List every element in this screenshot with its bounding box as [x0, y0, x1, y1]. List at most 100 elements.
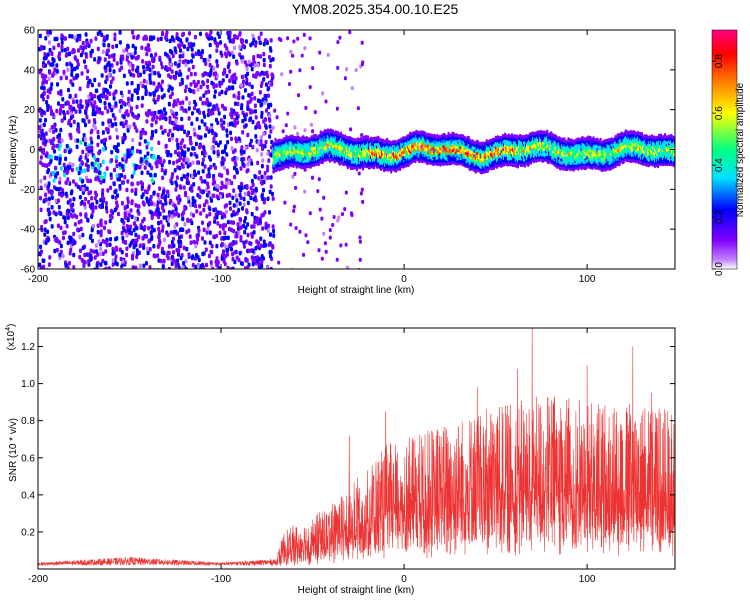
spectrogram-cell [99, 198, 103, 203]
spectrogram-cell [203, 114, 207, 119]
spectrogram-cell [100, 139, 104, 144]
spectrogram-cell [108, 67, 112, 73]
spectrogram-cell [150, 146, 154, 152]
spectrogram-cell [97, 150, 101, 156]
spectrogram-cell [99, 247, 103, 252]
spectrogram-cell [52, 45, 56, 51]
spectrogram-cell [177, 252, 180, 257]
spectrogram-cell [80, 200, 84, 205]
spectrogram-cell [179, 140, 183, 146]
spectrogram-cell [103, 141, 107, 147]
spectrogram-cell [211, 266, 215, 269]
spectrogram-cell [46, 107, 50, 112]
spectrogram-cell [108, 229, 112, 235]
spectrogram-cell [151, 64, 155, 70]
spectrogram-cell [48, 128, 52, 133]
spectrogram-cell [264, 125, 268, 130]
spectrogram-cell [359, 191, 363, 196]
spectrogram-cell [192, 89, 196, 95]
spectrogram-cell [44, 192, 48, 197]
spectrogram-cell [258, 99, 262, 104]
spectrogram-cell [42, 63, 45, 69]
spectrogram-cell [261, 196, 265, 202]
spectrogram-cell [130, 174, 134, 179]
spectrogram-cell [199, 84, 203, 90]
spectrogram-cell [44, 74, 48, 79]
spectrogram-cell [97, 239, 101, 244]
spectrogram-cell [104, 137, 108, 143]
spectrogram-cell [185, 38, 189, 43]
spectrogram-cell [104, 68, 108, 73]
spectrogram-cell [168, 115, 172, 121]
spectrogram-cell [150, 234, 154, 240]
spectrogram-cell [341, 212, 344, 217]
spectrogram-cell [192, 127, 196, 132]
spectrogram-cell [102, 196, 106, 202]
spectrogram-cell [56, 82, 59, 87]
spectrogram-cell [361, 167, 365, 171]
spectrogram-cell [273, 108, 277, 113]
spectrogram-cell [49, 140, 53, 146]
spectrogram-cell [64, 156, 68, 162]
spectrogram-cell [206, 72, 210, 77]
spectrogram-cell [40, 46, 44, 51]
spectrogram-cell [262, 77, 266, 82]
spectrogram-cell [109, 79, 113, 85]
spectrogram-cell [71, 48, 75, 53]
spectrogram-cell [251, 119, 255, 125]
spectrogram-cell [269, 232, 272, 237]
spectrogram-cell [64, 166, 67, 171]
spectrogram-cell [233, 117, 237, 123]
spectrogram-cell [172, 160, 176, 166]
spectrogram-cell [119, 60, 123, 65]
spectrogram-cell [148, 163, 152, 168]
spectrogram-cell [93, 100, 97, 105]
spectrogram-cell [212, 150, 216, 155]
spectrogram-cell [101, 130, 105, 135]
spectrogram-cell [84, 122, 87, 128]
spectrogram-cell [227, 85, 231, 90]
spectrogram-cell [262, 57, 266, 63]
spectrogram-cell [260, 179, 263, 185]
spectrogram-cell [65, 170, 69, 175]
spectrogram-cell [158, 73, 162, 78]
spectrogram-cell [127, 154, 131, 159]
spectrogram-cell [68, 251, 72, 256]
spectrogram-cell [181, 100, 185, 105]
spectrogram-cell [145, 189, 149, 195]
spectrogram-cell [151, 155, 155, 160]
spectrogram-cell [190, 42, 194, 48]
spectrogram-cell [147, 239, 151, 244]
spectrogram-cell [260, 263, 264, 269]
spectrogram-cell [111, 262, 115, 267]
spectrogram-cell [156, 253, 160, 258]
spectrogram-cell [107, 102, 111, 107]
spectrogram-cell [149, 230, 153, 235]
spectrogram-cell [240, 261, 244, 267]
spectrogram-cell [204, 133, 207, 138]
spectrogram-cell [224, 53, 228, 59]
spectrogram-cell [233, 174, 237, 180]
spectrogram-cell [154, 119, 158, 125]
spectrogram-cell [241, 38, 245, 44]
chart-title: YM08.2025.354.00.10.E25 [292, 1, 459, 17]
spectrogram-cell [146, 250, 150, 256]
spectrogram-cell [71, 162, 75, 168]
spectrogram-cell [104, 261, 108, 266]
spectrogram-cell [242, 223, 245, 229]
spectrogram-cell [258, 267, 262, 269]
spectrogram-cell [191, 254, 195, 259]
spectrogram-cell [130, 214, 134, 220]
spectrogram-cell [93, 255, 97, 260]
spectrogram-cell [263, 117, 267, 122]
spectrogram-cell [228, 200, 232, 206]
spectrogram-cell [246, 71, 250, 77]
spectrogram-cell [240, 185, 244, 191]
spectrogram-cell [150, 57, 154, 63]
spectrogram-cell [56, 198, 60, 203]
spectrogram-cell [204, 247, 208, 252]
spectrogram-cell [115, 163, 119, 169]
spectrogram-cell [269, 175, 273, 180]
spectrogram-cell [39, 155, 43, 160]
spectrogram-cell [151, 132, 155, 138]
